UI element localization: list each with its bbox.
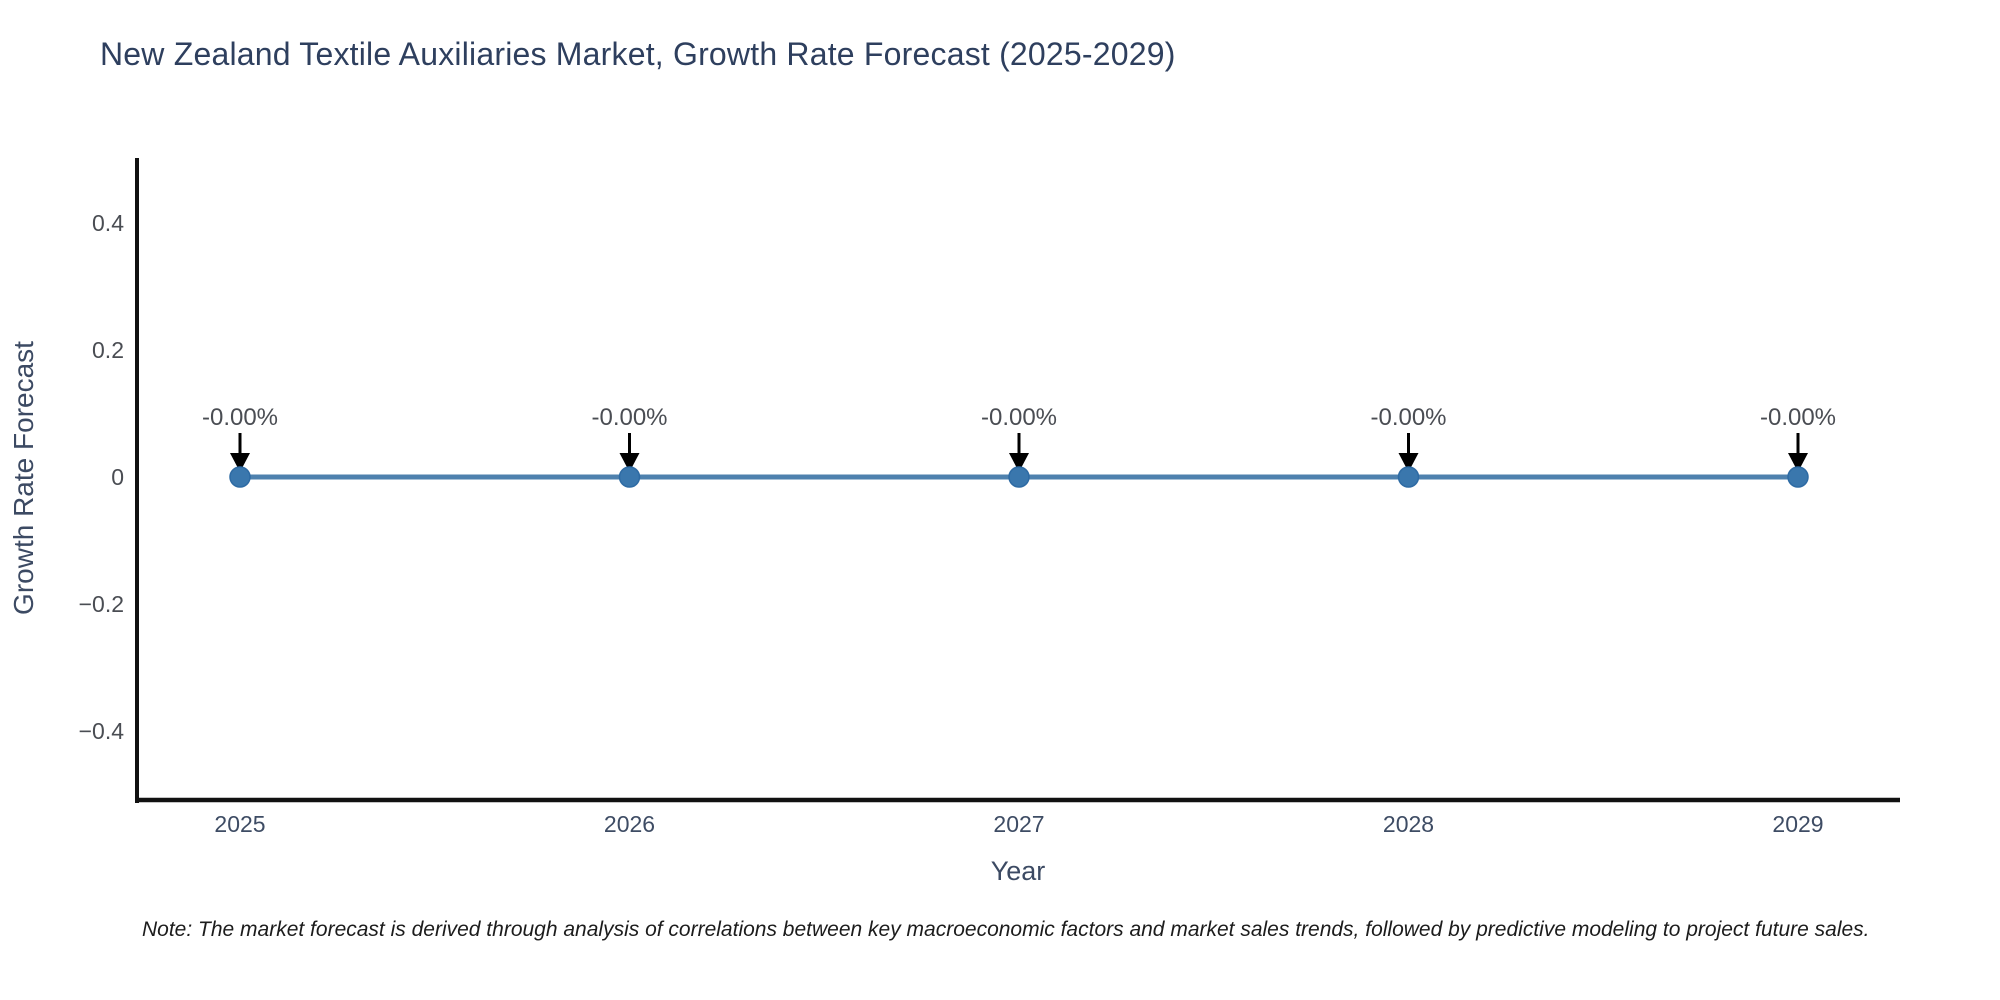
annotation-arrowhead-icon — [1009, 453, 1029, 472]
data-point-2026 — [618, 466, 641, 488]
x-tick-label: 2028 — [1382, 811, 1435, 837]
x-axis-label: Year — [990, 856, 1046, 886]
annotation-arrowhead-icon — [619, 453, 640, 472]
annotation-arrowhead-icon — [1398, 453, 1419, 472]
y-tick-label: 0.2 — [92, 337, 124, 363]
annotation-arrowhead-icon — [230, 453, 250, 472]
annotation-label: -0.00% — [980, 404, 1058, 431]
x-tick-label: 2026 — [603, 811, 656, 837]
annotation-label: -0.00% — [1759, 404, 1837, 431]
y-axis-label: Growth Rate Forecast — [8, 341, 39, 615]
data-point-2029 — [1787, 466, 1809, 488]
annotation-label: -0.00% — [591, 404, 668, 431]
y-tick-label: −0.2 — [78, 591, 124, 617]
y-tick-label: 0 — [111, 464, 124, 490]
annotation-label: -0.00% — [201, 404, 279, 431]
x-tick-label: 2029 — [1772, 811, 1824, 837]
data-point-2025 — [229, 466, 251, 488]
x-tick-label: 2025 — [214, 811, 266, 837]
data-point-2027 — [1008, 466, 1030, 488]
annotation-label: -0.00% — [1370, 404, 1447, 431]
y-tick-label: −0.4 — [78, 718, 124, 744]
chart-title: New Zealand Textile Auxiliaries Market, … — [100, 36, 1176, 72]
annotation-arrowhead-icon — [1788, 453, 1808, 472]
footnote: Note: The market forecast is derived thr… — [142, 918, 1870, 941]
x-tick-label: 2027 — [993, 811, 1045, 837]
y-tick-label: 0.4 — [92, 210, 124, 236]
data-point-2028 — [1397, 466, 1420, 488]
